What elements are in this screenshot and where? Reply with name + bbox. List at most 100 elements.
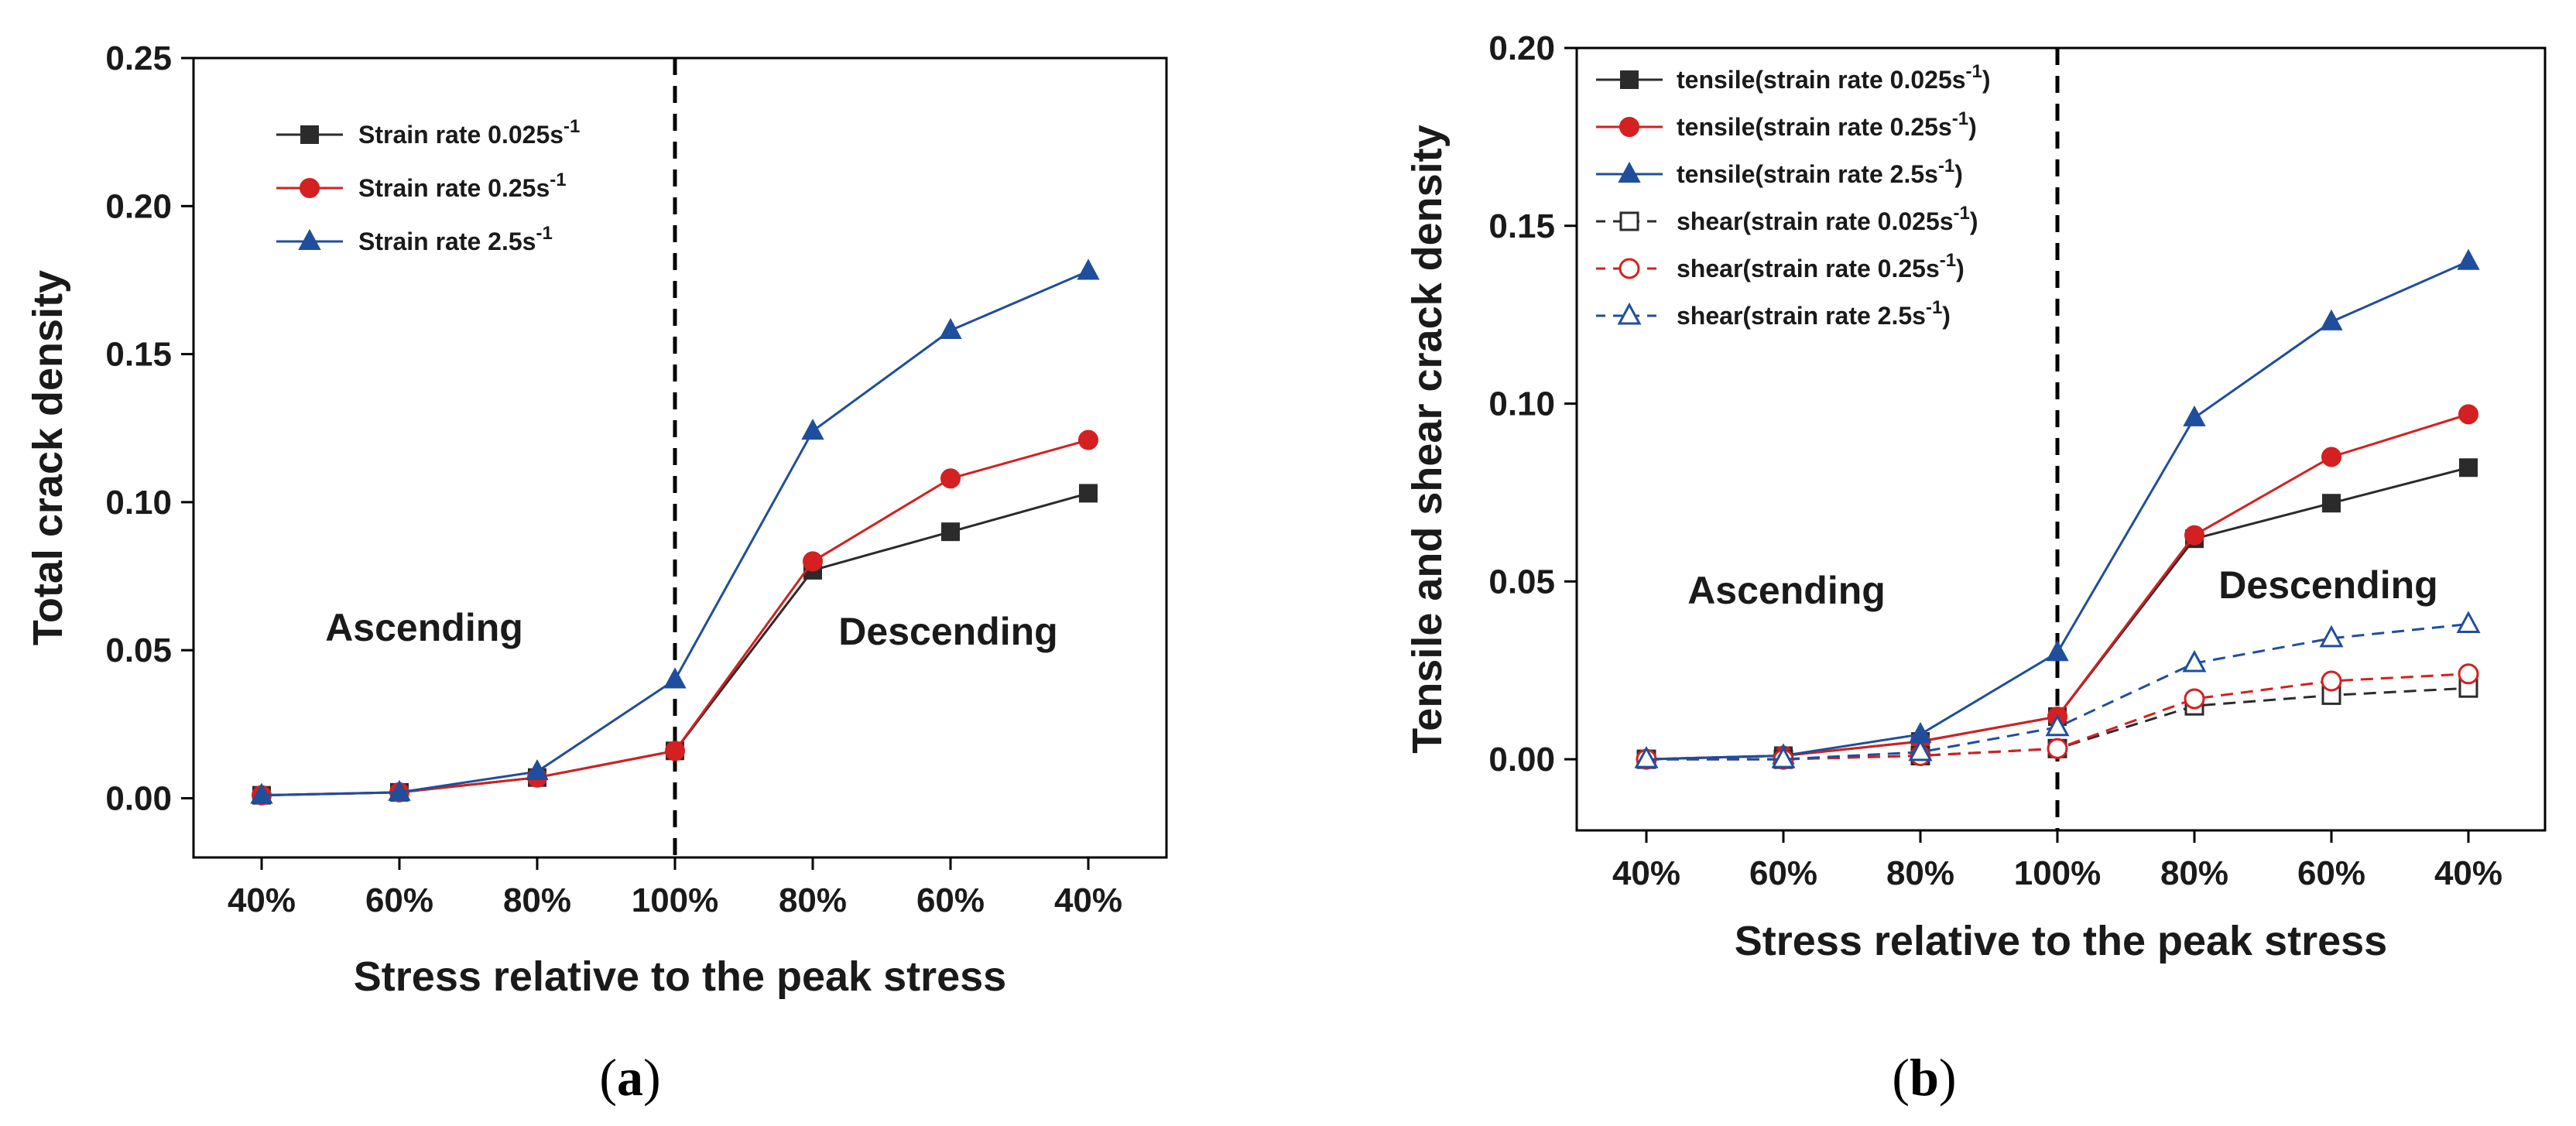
y-tick-label: 0.20: [1488, 29, 1555, 67]
data-point: [801, 418, 824, 440]
data-point: [2182, 649, 2207, 673]
data-point: [663, 667, 687, 689]
legend-label-text: shear(strain rate 0.25s: [1677, 255, 1940, 282]
legend-label-sup: -1: [536, 223, 552, 244]
y-axis-title: Tensile and shear crack density: [1404, 125, 1451, 753]
plot-frame: [1575, 46, 2547, 832]
data-point: [2321, 670, 2342, 692]
data-point: [2458, 663, 2479, 685]
x-tick-label: 40%: [1054, 881, 1122, 919]
panel-label-b: (b): [1892, 1048, 1956, 1107]
chart-panel-a: 0.00 0.05 0.10 0.15 0.20 0.25 40% 60% 80% 100% 80%…: [25, 39, 1168, 1000]
legend-label: shear(strain rate 2.5s-1): [1677, 297, 1951, 330]
annotation-descending: Descending: [838, 610, 1057, 653]
x-axis-title: Stress relative to the peak stress: [1735, 918, 2387, 964]
y-tick-label: 0.10: [105, 484, 172, 522]
x-axis-title: Stress relative to the peak stress: [354, 953, 1006, 1000]
legend-marker: [1618, 161, 1641, 183]
legend-label-text: tensile(strain rate 0.25s: [1677, 113, 1952, 141]
legend-label-sup: -1: [1954, 203, 1970, 224]
legend-label-suffix: ): [1942, 302, 1951, 330]
legend-marker: [1619, 258, 1640, 279]
plot-frame: [192, 56, 1168, 859]
annotation-ascending: Ascending: [1687, 569, 1886, 612]
legend-label: tensile(strain rate 0.25s-1): [1677, 108, 1977, 141]
legend-label-sup: -1: [1938, 156, 1954, 176]
legend-marker: [1619, 117, 1639, 137]
legend-label-text: Strain rate 0.025s: [358, 121, 564, 149]
chart-panel-b: 0.00 0.05 0.10 0.15 0.20 40% 60% 80% 100% 80% 60% 4…: [1404, 29, 2547, 964]
x-tick-label: 80%: [503, 881, 571, 919]
legend-marker: [300, 178, 320, 198]
legend-label-text: tensile(strain rate 0.025s: [1677, 66, 1966, 94]
legend-marker: [1620, 70, 1639, 89]
x-tick-label: 80%: [1886, 854, 1954, 892]
legend-marker: [1619, 211, 1639, 231]
legend-label-text: Strain rate 2.5s: [358, 228, 536, 255]
data-point: [2319, 625, 2344, 648]
data-point: [2456, 611, 2481, 633]
x-tick-label: 40%: [1612, 854, 1680, 892]
legend-label: Strain rate 0.25s-1: [358, 169, 567, 202]
data-point: [1908, 738, 1933, 762]
data-point: [1634, 745, 1659, 768]
x-tick-label: 60%: [2297, 854, 2365, 892]
data-point: [526, 758, 549, 781]
x-tick-label: 40%: [228, 881, 296, 919]
legend-label-sup: -1: [564, 116, 580, 137]
x-tick-label: 80%: [2160, 854, 2228, 892]
data-point: [2045, 714, 2070, 737]
data-point: [940, 468, 961, 489]
legend-label-suffix: ): [1954, 160, 1963, 188]
legend-label-suffix: ): [1968, 113, 1977, 141]
legend-label-text: shear(strain rate 0.025s: [1677, 207, 1954, 235]
data-point: [2184, 688, 2205, 710]
x-tick-label: 100%: [632, 881, 719, 919]
data-point: [941, 522, 960, 542]
legend-marker: [298, 228, 321, 250]
legend-label: tensile(strain rate 2.5s-1): [1677, 156, 1963, 188]
annotation-ascending: Ascending: [325, 606, 523, 649]
legend-marker: [300, 125, 319, 144]
data-point: [939, 317, 962, 339]
data-point: [2046, 640, 2069, 662]
y-tick-label: 0.00: [105, 779, 172, 817]
data-point: [803, 551, 823, 572]
legend-label: shear(strain rate 0.25s-1): [1677, 250, 1965, 282]
x-tick-label: 40%: [2434, 854, 2502, 892]
y-tick-label: 0.15: [105, 336, 172, 374]
legend-label: Strain rate 2.5s-1: [358, 223, 553, 255]
legend-label-text: tensile(strain rate 2.5s: [1677, 160, 1938, 188]
y-tick-label: 0.10: [1488, 385, 1555, 423]
y-tick-label: 0.20: [105, 187, 172, 225]
data-point: [2321, 447, 2341, 467]
x-tick-label: 60%: [365, 881, 433, 919]
legend-label-sup: -1: [1926, 297, 1942, 318]
data-point: [2459, 458, 2478, 477]
data-point: [250, 782, 273, 804]
legend-label-sup: -1: [550, 169, 566, 190]
y-tick-label: 0.05: [105, 631, 172, 669]
y-tick-label: 0.25: [105, 39, 172, 77]
data-point: [2322, 494, 2341, 513]
legend-label-sup: -1: [1966, 61, 1982, 82]
series-5: [1634, 611, 2481, 768]
legend-label: Strain rate 0.025s-1: [358, 116, 580, 149]
legend: tensile(strain rate 0.025s-1)tensile(str…: [1596, 61, 1991, 330]
x-tick-label: 80%: [779, 881, 847, 919]
y-axis-title: Total crack density: [25, 270, 71, 645]
y-tick-label: 0.15: [1488, 207, 1555, 245]
legend-label-sup: -1: [1940, 250, 1956, 271]
series-2: [250, 258, 1100, 804]
data-point: [2458, 404, 2478, 425]
legend-label-text: shear(strain rate 2.5s: [1677, 302, 1926, 330]
legend-label: tensile(strain rate 0.025s-1): [1677, 61, 1991, 94]
legend-label-sup: -1: [1952, 108, 1968, 129]
data-point: [1771, 745, 1796, 768]
x-tick-label: 100%: [2014, 854, 2102, 892]
data-point: [2183, 405, 2206, 426]
legend-label-text: Strain rate 0.25s: [358, 174, 550, 202]
legend-marker: [1617, 302, 1642, 325]
